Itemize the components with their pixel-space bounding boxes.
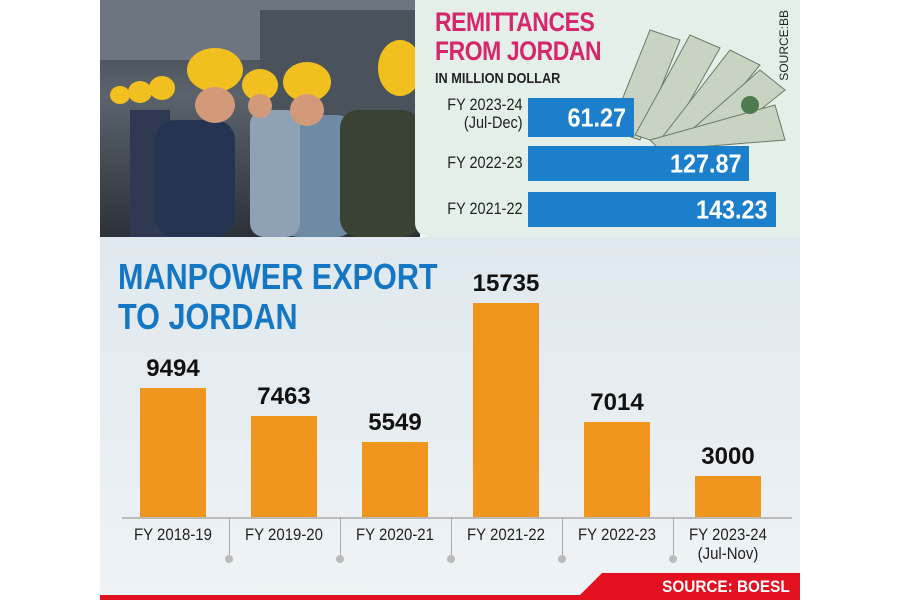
x-tick-divider	[229, 517, 230, 555]
remittance-bar: 61.27	[528, 98, 635, 137]
x-tick-divider	[673, 517, 674, 555]
data-label: 7463	[257, 382, 311, 410]
x-tick-label: FY 2023-24 (Jul-Nov)	[680, 525, 777, 563]
remittance-source: SOURCE:BB	[777, 10, 791, 81]
x-tick-divider	[451, 517, 452, 555]
x-tick-category: FY 2022-23	[578, 525, 656, 544]
data-label: 15735	[472, 270, 540, 297]
workers-illustration	[100, 0, 420, 237]
manpower-panel: MANPOWER EXPORT TO JORDAN 9494 FY 2018-19…	[100, 237, 800, 600]
x-tick-label: FY 2020-21	[347, 525, 444, 544]
x-axis-line	[122, 517, 792, 519]
bar	[140, 387, 206, 517]
x-tick-dot	[336, 555, 344, 563]
x-tick-divider	[562, 517, 563, 555]
chart-source: SOURCE: BOESL	[662, 577, 790, 596]
x-tick-label: FY 2021-22	[458, 525, 555, 544]
remittance-value: 61.27	[567, 102, 627, 132]
remittances-panel: REMITTANCES FROM JORDAN IN MILLION DOLLA…	[415, 0, 800, 237]
x-tick-category: FY 2021-22	[467, 525, 545, 544]
workers-photo	[100, 0, 420, 237]
remittance-label-period: FY 2021-22	[447, 199, 523, 218]
remittance-bar: 127.87	[528, 146, 750, 181]
x-tick-label: FY 2019-20	[236, 525, 333, 544]
data-label: 7014	[590, 388, 644, 416]
x-tick-dot	[669, 555, 677, 563]
remittance-label-note: (Jul-Dec)	[464, 113, 523, 132]
bar	[695, 476, 761, 517]
x-tick-category: FY 2018-19	[134, 525, 212, 544]
chart-title-line1: MANPOWER EXPORT	[118, 256, 438, 297]
x-tick-divider	[340, 517, 341, 555]
remittance-subtitle: IN MILLION DOLLAR	[435, 70, 561, 87]
data-label: 3000	[701, 443, 755, 471]
data-label: 9494	[146, 354, 200, 382]
x-tick-note: (Jul-Nov)	[697, 544, 759, 563]
bar	[473, 303, 539, 517]
x-tick-category: FY 2019-20	[245, 525, 323, 544]
remittance-value: 143.23	[696, 194, 768, 224]
remittance-label: FY 2022-23	[448, 154, 523, 172]
remittance-label-period: FY 2023-24	[447, 95, 523, 114]
x-tick-label: FY 2018-19	[125, 525, 222, 544]
remittance-title-line1: REMITTANCES	[435, 7, 595, 37]
remittance-value: 127.87	[669, 148, 742, 178]
data-label: 5549	[368, 408, 422, 436]
x-tick-dot	[225, 555, 233, 563]
x-tick-category: FY 2023-24	[689, 525, 767, 544]
x-tick-dot	[447, 555, 455, 563]
bottom-red-line	[100, 595, 800, 600]
remittance-label-period: FY 2022-23	[447, 153, 523, 172]
chart-title-line2: TO JORDAN	[118, 296, 298, 337]
x-tick-label: FY 2022-23	[569, 525, 666, 544]
remittance-bar: 143.23	[528, 192, 776, 227]
bar	[362, 441, 428, 517]
remittance-title-line2: FROM JORDAN	[435, 36, 602, 66]
x-tick-dot	[558, 555, 566, 563]
bar	[251, 415, 317, 517]
remittance-label: FY 2021-22	[448, 200, 523, 218]
x-tick-category: FY 2020-21	[356, 525, 434, 544]
bar	[584, 421, 650, 517]
remittance-label: FY 2023-24 (Jul-Dec)	[448, 96, 523, 132]
